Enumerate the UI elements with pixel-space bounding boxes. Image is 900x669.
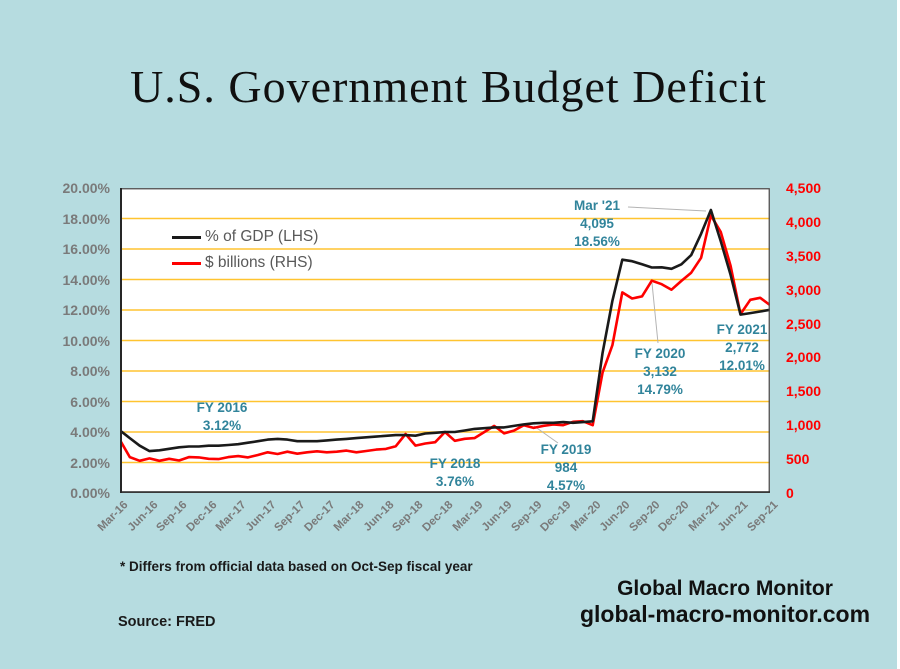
annotation-line: 18.56% xyxy=(574,234,620,249)
y-axis-label-left: 4.00% xyxy=(70,424,110,440)
brand-url: global-macro-monitor.com xyxy=(579,601,871,627)
billions-line-swatch xyxy=(172,261,201,265)
y-axis-label-right: 0 xyxy=(786,485,794,501)
annotation-line: FY 2019 xyxy=(540,442,592,457)
y-axis-label-right: 4,000 xyxy=(786,213,822,230)
annotation-fy-2019: FY 2019 984 4.57% xyxy=(491,441,641,495)
y-axis-label-left: 2.00% xyxy=(70,454,110,471)
annotation-fy-2016: FY 2016 3.12% xyxy=(147,399,297,435)
y-axis-label-right: 1,500 xyxy=(786,383,822,400)
y-axis-label-left: 6.00% xyxy=(70,393,110,410)
y-axis-label-right: 1,000 xyxy=(786,417,822,434)
annotation-line: 3.12% xyxy=(202,418,242,433)
y-axis-label-left: 12.00% xyxy=(62,302,110,318)
annotation-fy-2018: FY 2018 3.76% xyxy=(380,455,530,491)
annotation-leader-lines xyxy=(533,206,707,444)
y-axis-label-left: 8.00% xyxy=(70,363,110,379)
annotation-mar-21: Mar '21 4,095 18.56% xyxy=(522,197,672,251)
annotation-line: FY 2016 xyxy=(196,400,248,415)
y-axis-label-left: 16.00% xyxy=(62,241,110,257)
annotation-line: FY 2020 xyxy=(634,346,686,361)
y-axis-label-right: 2,500 xyxy=(786,315,822,332)
gdp-pct-line xyxy=(120,208,770,453)
y-axis-label-left: 14.00% xyxy=(62,271,110,288)
deficit-chart-plot xyxy=(120,188,770,493)
annotation-line: 12.01% xyxy=(719,358,765,373)
annotation-line: Mar '21 xyxy=(574,198,620,213)
annotation-line: 4,095 xyxy=(580,216,614,231)
annotation-line: 4.57% xyxy=(546,478,586,493)
y-axis-label-right: 4,500 xyxy=(786,180,822,196)
annotation-line: 2,772 xyxy=(725,340,759,355)
annotation-line: 3.76% xyxy=(435,474,475,489)
series-lines xyxy=(120,208,770,463)
annotation-line: FY 2018 xyxy=(429,456,481,471)
leader-line-mar21 xyxy=(627,206,707,212)
annotation-line: 14.79% xyxy=(637,382,683,397)
legend-label: $ billions (RHS) xyxy=(205,254,313,271)
y-axis-label-left: 0.00% xyxy=(70,485,110,501)
page-title: U.S. Government Budget Deficit xyxy=(130,61,767,112)
y-axis-label-right: 3,000 xyxy=(786,281,822,298)
annotation-fy-2020: FY 2020 3,132 14.79% xyxy=(585,345,735,399)
annotation-fy-2021: FY 2021 2,772 12.01% xyxy=(667,321,817,375)
gdp-line-swatch xyxy=(172,235,201,239)
y-axis-label-right: 2,000 xyxy=(786,349,822,366)
legend-item-gdp: % of GDP (LHS) xyxy=(172,224,318,250)
leader-line-fy2020 xyxy=(651,282,659,344)
y-axis-label-right: 500 xyxy=(786,451,810,468)
chart-legend: % of GDP (LHS) $ billions (RHS) xyxy=(172,224,318,276)
leader-line-fy2019 xyxy=(533,425,559,444)
legend-item-billions: $ billions (RHS) xyxy=(172,250,318,276)
annotation-line: FY 2021 xyxy=(716,322,768,337)
source-label: Source: FRED xyxy=(118,614,216,630)
footnote: * Differs from official data based on Oc… xyxy=(120,559,473,574)
brand-name: Global Macro Monitor xyxy=(617,577,833,600)
legend-label: % of GDP (LHS) xyxy=(205,228,319,245)
brand-block: Global Macro Monitor global-macro-monito… xyxy=(555,576,895,628)
y-axis-label-left: 10.00% xyxy=(62,332,110,349)
y-axis-label-right: 3,500 xyxy=(786,247,822,264)
annotation-line: 3,132 xyxy=(643,364,677,379)
y-axis-label-left: 20.00% xyxy=(62,180,110,196)
annotation-line: 984 xyxy=(554,460,578,475)
y-axis-label-left: 18.00% xyxy=(62,210,110,227)
x-axis-label: Sep-21 xyxy=(745,499,781,535)
